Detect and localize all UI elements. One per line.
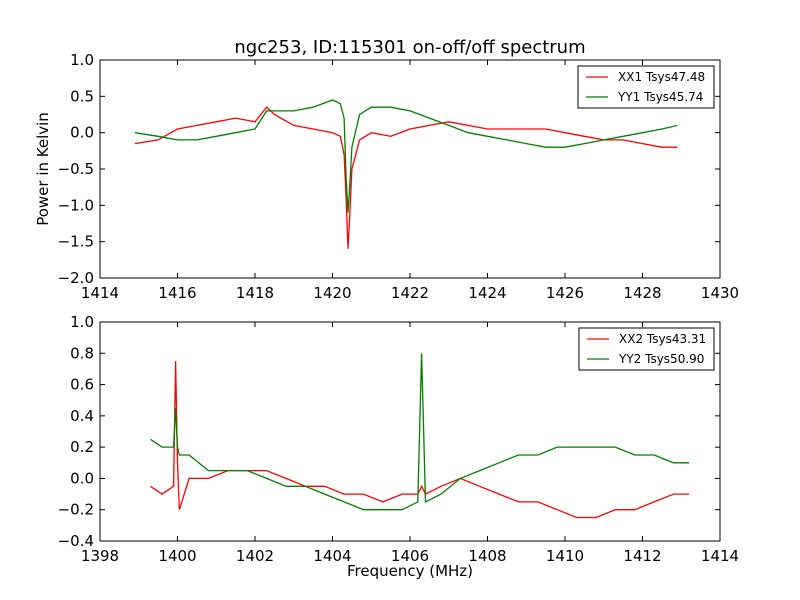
top-chart-y-tick-label: 0.5 — [70, 87, 94, 105]
bottom-chart-y-tick-label: 0.4 — [70, 407, 94, 425]
top-chart: 1414 1416 1418 1420 1422 1424 1426 1428 1430 1.0 0… — [58, 51, 740, 302]
bottom-chart-x-axis-label: Frequency (MHz) — [347, 562, 473, 580]
top-chart-x-tick-label: 1424 — [468, 284, 506, 302]
bottom-chart-x-tick-label: 1412 — [623, 547, 661, 565]
bottom-chart-x-tick-label: 1408 — [468, 547, 506, 565]
bottom-chart-y-tick-label: −0.4 — [58, 532, 94, 550]
top-chart-y-axis-label: Power in Kelvin — [34, 112, 52, 226]
bottom-chart-legend — [578, 327, 715, 371]
bottom-chart-y-tick-label: 1.0 — [70, 313, 94, 331]
bottom-chart: 1398 1400 1402 1404 1406 1408 1410 1412 1414 1.0 0… — [58, 313, 740, 565]
top-chart-series-line-2 — [134, 99, 678, 213]
bottom-chart-y-tick-label: −0.2 — [58, 501, 94, 519]
top-chart-x-tick-label: 1416 — [158, 284, 196, 302]
bottom-chart-legend-label-1: XX2 Tsys43.31 — [619, 332, 706, 346]
top-chart-y-tick-label: −2.0 — [58, 269, 94, 287]
top-chart-x-tick-label: 1418 — [236, 284, 274, 302]
bottom-chart-x-tick-label: 1414 — [701, 547, 739, 565]
top-chart-x-tick-label: 1420 — [313, 284, 351, 302]
bottom-chart-x-tick-label: 1398 — [81, 547, 119, 565]
top-chart-x-tick-label: 1422 — [391, 284, 429, 302]
top-chart-y-tick-label: 0.0 — [70, 124, 94, 142]
bottom-chart-x-tick-label: 1406 — [391, 547, 429, 565]
bottom-chart-y-tick-label: 0.6 — [70, 376, 94, 394]
top-chart-x-tick-label: 1414 — [81, 284, 119, 302]
bottom-chart-y-tick-label: 0.8 — [70, 344, 94, 362]
top-chart-y-tick-label: −0.5 — [58, 160, 94, 178]
top-chart-y-tick-label: 1.0 — [70, 51, 94, 69]
bottom-chart-x-tick-label: 1404 — [313, 547, 351, 565]
bottom-chart-y-tick-label: 0.0 — [70, 469, 94, 487]
top-chart-legend-label-1: XX1 Tsys47.48 — [618, 70, 705, 84]
top-chart-y-tick-label: −1.5 — [58, 233, 94, 251]
top-chart-y-tick-label: −1.0 — [58, 196, 94, 214]
top-chart-legend — [577, 65, 715, 109]
bottom-chart-x-tick-label: 1400 — [158, 547, 196, 565]
top-chart-x-tick-label: 1428 — [623, 284, 661, 302]
top-chart-legend-label-2: YY1 Tsys45.74 — [617, 90, 703, 104]
bottom-chart-x-tick-label: 1402 — [236, 547, 274, 565]
bottom-chart-y-tick-label: 0.2 — [70, 438, 94, 456]
bottom-chart-legend-label-2: YY2 Tsys50.90 — [618, 352, 704, 366]
top-chart-title: ngc253, ID:115301 on-off/off spectrum — [234, 37, 585, 58]
top-chart-series-line-1 — [134, 106, 678, 249]
bottom-chart-series-line-2 — [150, 353, 689, 511]
top-chart-x-tick-label: 1430 — [701, 284, 739, 302]
bottom-chart-series-line-1 — [150, 361, 689, 519]
top-chart-x-tick-label: 1426 — [546, 284, 584, 302]
bottom-chart-x-tick-label: 1410 — [546, 547, 584, 565]
